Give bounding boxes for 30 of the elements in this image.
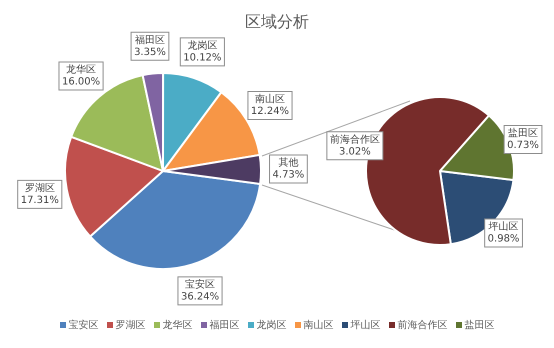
slice-label: 龙华区 xyxy=(66,64,96,76)
slice-label: 盐田区 xyxy=(508,127,538,140)
legend-label: 前海合作区 xyxy=(398,319,448,332)
slice-label: 罗湖区 xyxy=(24,182,55,194)
slice-label: 福田区 xyxy=(134,34,165,46)
legend-label: 南山区 xyxy=(304,318,334,332)
data-label: 10.12% xyxy=(183,52,222,64)
slice-label: 其他 xyxy=(278,156,298,169)
data-label: 17.31% xyxy=(20,195,59,206)
data-label: 0.73% xyxy=(507,140,539,152)
data-label: 3.02% xyxy=(338,146,371,158)
data-label: 0.98% xyxy=(488,234,520,245)
legend-label: 盐田区 xyxy=(464,318,494,332)
slice-label: 宝安区 xyxy=(185,278,216,290)
legend-label: 宝安区 xyxy=(68,318,98,332)
slice-label: 前海合作区 xyxy=(330,133,380,146)
slice-label: 龙岗区 xyxy=(187,39,218,52)
slice-label: 南山区 xyxy=(254,93,285,106)
data-label: 12.24% xyxy=(250,106,290,118)
slice-label: 坪山区 xyxy=(488,220,519,233)
data-label: 3.35% xyxy=(134,46,166,58)
data-label: 4.73% xyxy=(272,170,304,181)
data-label: 16.00% xyxy=(62,76,100,88)
legend-label: 龙岗区 xyxy=(256,318,286,332)
legend-label: 福田区 xyxy=(210,318,240,332)
legend-label: 坪山区 xyxy=(350,318,380,332)
chart-title: 区域分析 xyxy=(244,12,310,33)
data-label: 36.24% xyxy=(180,291,220,302)
legend-label: 罗湖区 xyxy=(116,318,146,332)
legend-label: 龙华区 xyxy=(162,318,192,332)
